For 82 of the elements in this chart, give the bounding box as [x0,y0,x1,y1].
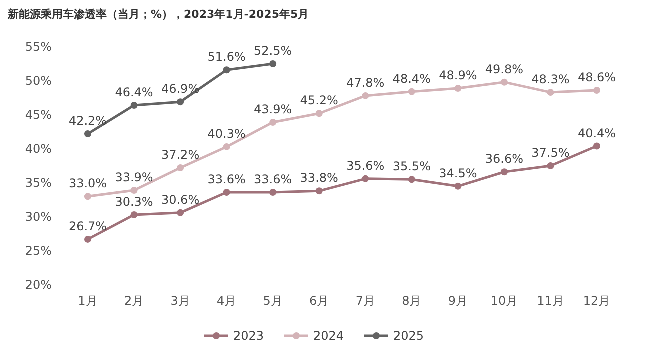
x-tick-label: 4月 [217,294,237,308]
point [223,143,230,150]
x-tick-label: 3月 [170,294,190,308]
data-label: 34.5% [439,166,478,180]
data-label: 35.6% [346,158,385,173]
data-label: 30.6% [161,192,200,207]
point [408,176,416,184]
point [500,78,508,86]
x-tick-label: 5月 [263,294,283,308]
point [130,186,138,194]
data-label: 33.9% [115,170,154,184]
x-tick-label: 7月 [356,294,376,308]
data-label: 30.3% [115,194,154,209]
data-label: 48.4% [392,72,431,86]
data-label: 37.5% [532,146,570,160]
data-label: 37.2% [161,148,200,162]
y-tick-label: 20% [25,278,52,292]
data-label: 40.4% [578,126,616,140]
x-tick-label: 10月 [490,294,518,308]
point [500,168,508,176]
point [84,193,92,200]
legend-label: 2024 [314,329,344,343]
point [84,130,92,138]
data-label: 45.2% [300,94,338,108]
point [316,188,323,195]
x-tick-label: 9月 [448,294,468,308]
data-label: 49.8% [485,62,524,76]
data-label: 48.6% [578,70,616,85]
point [270,189,277,196]
x-tick-label: 6月 [310,294,330,308]
point [362,175,370,182]
point [130,102,138,109]
y-tick-label: 50% [25,74,52,88]
data-label: 42.2% [68,114,108,128]
point [547,89,554,96]
data-label: 43.9% [254,102,292,116]
point [547,162,554,170]
data-label: 33.8% [300,171,338,186]
point [223,189,230,196]
point [270,60,277,68]
y-tick-label: 35% [25,176,52,190]
point [594,142,600,150]
point [177,164,184,172]
x-tick-label: 1月 [78,294,98,308]
legend-label: 2023 [234,329,264,343]
x-tick-label: 12月 [583,294,611,308]
data-label: 47.8% [346,76,385,90]
point [316,110,323,118]
data-label: 26.7% [68,219,108,234]
legend-label: 2025 [394,329,424,343]
point [177,98,184,106]
y-tick-label: 25% [25,244,52,258]
point [594,87,600,94]
data-label: 51.6% [208,50,246,64]
data-label: 46.4% [115,85,154,100]
chart-title: 新能源乘用车渗透率（当月；%），2023年1月-2025年5月 [7,8,310,21]
data-label: 33.0% [68,176,108,191]
data-label: 46.9% [161,82,200,96]
data-label: 52.5% [254,44,292,58]
y-tick-label: 45% [25,108,52,122]
data-label: 48.3% [532,72,570,87]
point [177,209,184,216]
x-tick-label: 11月 [537,294,564,308]
data-label: 48.9% [439,68,478,82]
y-tick-label: 30% [25,210,52,224]
data-label: 40.3% [208,126,246,141]
point [270,118,277,126]
point [130,211,138,218]
point [408,88,416,96]
data-label: 35.5% [392,160,431,174]
point [84,236,92,243]
point [454,182,462,190]
y-tick-label: 55% [25,40,52,54]
point [362,92,370,100]
point [223,66,230,74]
data-label: 33.6% [208,172,246,187]
point [454,84,462,92]
data-label: 33.6% [254,172,292,187]
y-tick-label: 40% [25,142,52,156]
x-tick-label: 8月 [402,294,422,308]
data-label: 36.6% [485,152,524,166]
x-tick-label: 2月 [124,294,144,308]
